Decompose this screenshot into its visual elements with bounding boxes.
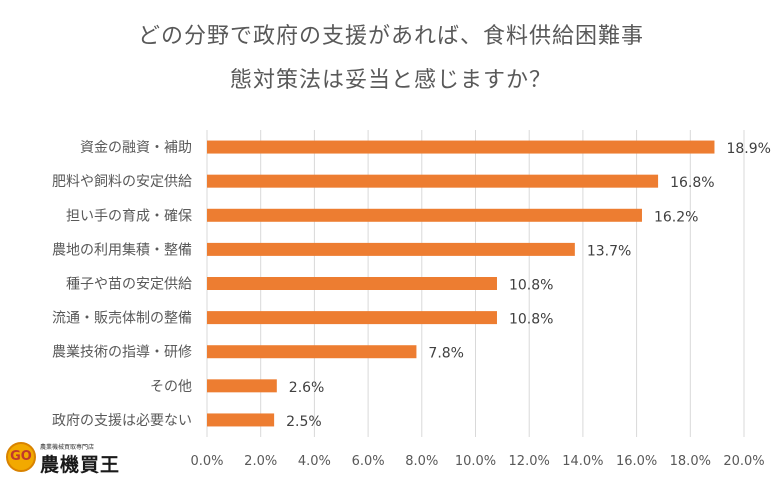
bar (207, 345, 417, 359)
company-logo: GO 農業機械買取専門店 農機買王 (6, 440, 146, 476)
bar (207, 208, 642, 222)
bar (207, 174, 659, 188)
logo-name: 農機買王 (40, 454, 121, 476)
chart-title-line-2: 態対策法は妥当と感じますか？ (229, 68, 552, 93)
chart-title-line-1: どの分野で政府の支援があれば、食料供給困難事 (137, 24, 644, 49)
x-tick-label: 14.0% (562, 454, 603, 469)
bar (207, 242, 575, 256)
x-tick-label: 18.0% (670, 454, 711, 469)
bar (207, 140, 715, 154)
x-tick-label: 0.0% (190, 454, 223, 469)
category-label: 種子や苗の安定供給 (66, 277, 192, 293)
category-label: 政府の支援は必要ない (52, 413, 192, 429)
x-tick-label: 12.0% (509, 454, 550, 469)
category-label: 流通・販売体制の整備 (52, 311, 192, 327)
x-tick-label: 6.0% (352, 454, 385, 469)
data-label: 7.8% (428, 346, 464, 362)
bar (207, 379, 277, 393)
category-label: その他 (150, 379, 192, 395)
bar (207, 277, 497, 290)
x-tick-label: 2.0% (244, 454, 277, 469)
bar (207, 413, 275, 427)
data-label: 13.7% (587, 243, 631, 259)
category-label: 担い手の育成・確保 (66, 208, 192, 224)
category-label: 資金の融資・補助 (80, 140, 192, 156)
category-label: 農業技術の指導・研修 (52, 345, 192, 361)
x-tick-label: 16.0% (616, 454, 657, 469)
data-label: 10.8% (509, 278, 553, 294)
data-label: 18.9% (726, 141, 770, 157)
data-label: 16.2% (654, 209, 698, 225)
data-label: 2.6% (289, 380, 325, 396)
x-tick-label: 10.0% (455, 454, 496, 469)
data-label: 2.5% (286, 414, 322, 430)
data-label: 16.8% (670, 175, 714, 191)
x-tick-label: 8.0% (405, 454, 438, 469)
logo-badge-icon: GO (6, 442, 36, 472)
category-label: 肥料や飼料の安定供給 (52, 174, 192, 190)
x-tick-label: 20.0% (723, 454, 764, 469)
x-tick-label: 4.0% (298, 454, 331, 469)
data-label: 10.8% (509, 312, 553, 328)
logo-tagline: 農業機械買取専門店 (40, 444, 95, 451)
bar (207, 311, 497, 325)
category-label: 農地の利用集積・整備 (52, 241, 192, 258)
